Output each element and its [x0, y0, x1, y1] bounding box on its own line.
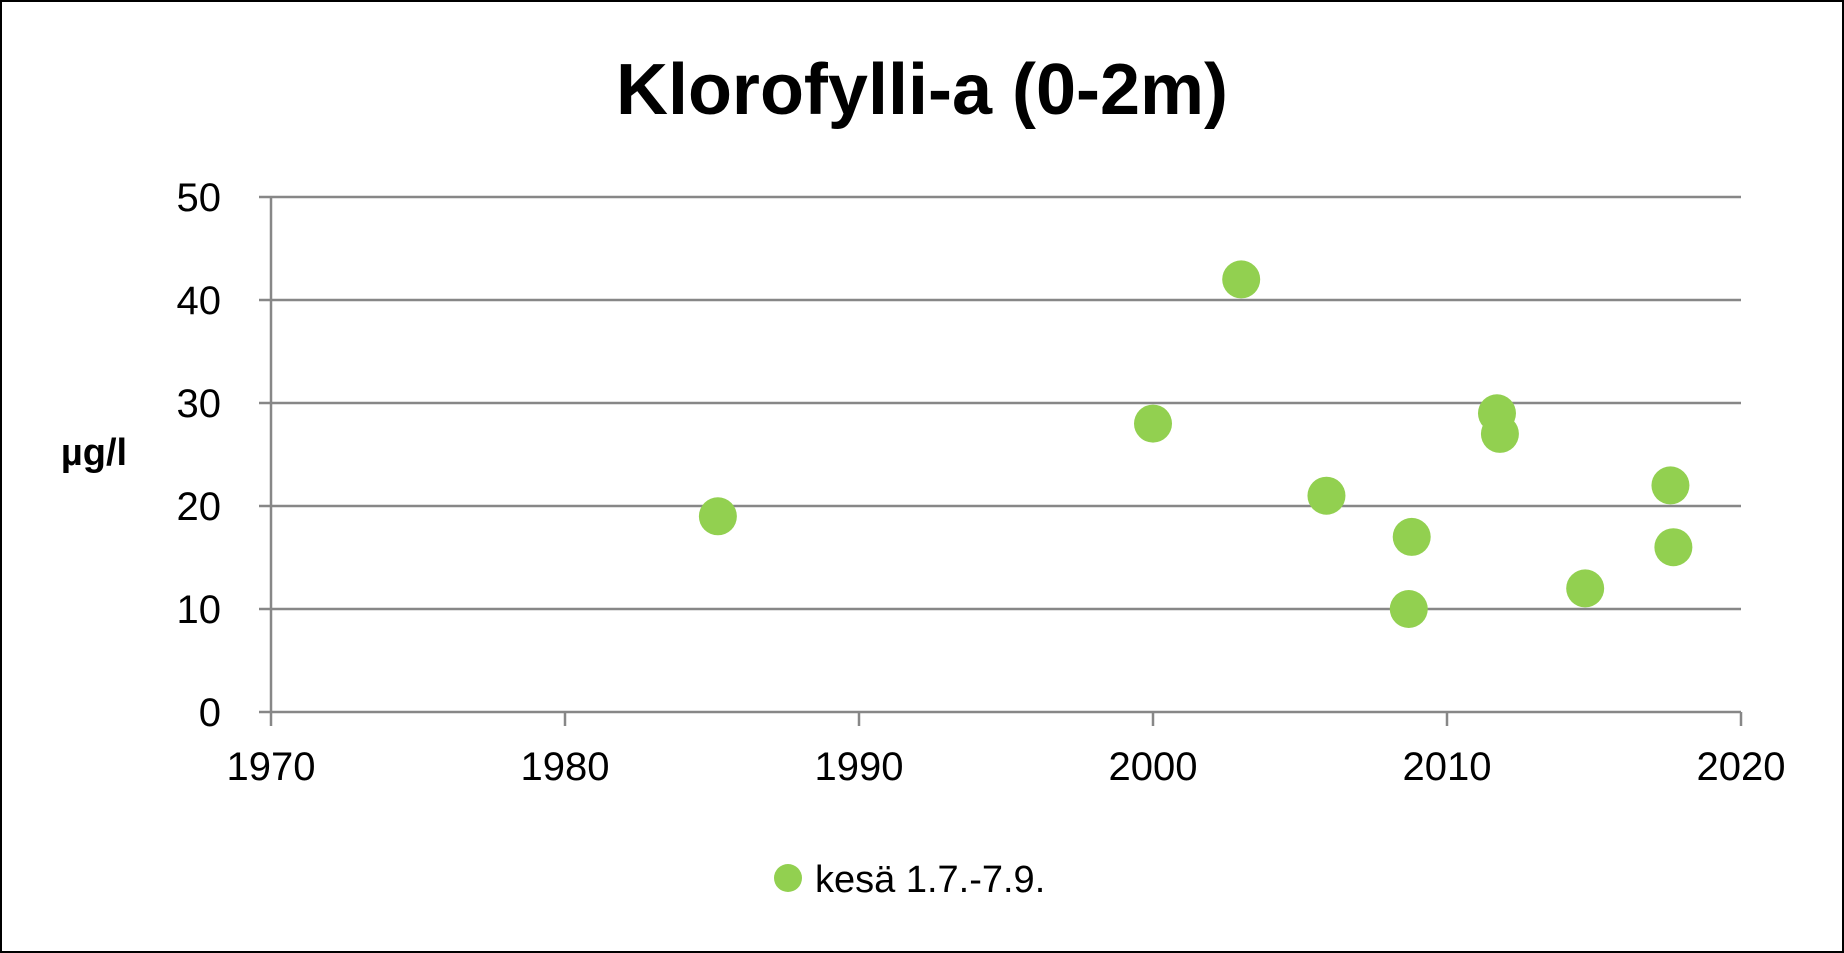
- x-tick-label-2000: 2000: [1109, 745, 1198, 789]
- gridlines: [271, 195, 1741, 611]
- data-point-0-9: [1651, 466, 1690, 505]
- data-point-0-1: [1134, 404, 1172, 443]
- x-tick-label-2020: 2020: [1697, 745, 1786, 789]
- y-tick-label-40: 40: [177, 279, 222, 323]
- data-point-0-2: [1222, 260, 1261, 299]
- y-tick-label-10: 10: [177, 588, 222, 632]
- data-point-0-8: [1566, 569, 1605, 608]
- data-point-0-5: [1389, 590, 1428, 628]
- x-tick-labels: 1970 1980 1990 2000 2010 2020: [227, 745, 1786, 789]
- chart-title: Klorofylli-a (0-2m): [616, 50, 1228, 130]
- x-tick-label-1990: 1990: [815, 745, 904, 789]
- y-tick-label-50: 50: [177, 176, 222, 220]
- data-point-0-4: [1392, 517, 1431, 556]
- data-point-0-10: [1654, 528, 1693, 567]
- data-points: [698, 260, 1693, 628]
- legend: kesä 1.7.-7.9.: [774, 859, 1045, 901]
- legend-label: kesä 1.7.-7.9.: [815, 859, 1045, 901]
- x-tick-label-1970: 1970: [227, 745, 316, 789]
- x-tick-label-2010: 2010: [1403, 745, 1492, 789]
- data-point-0-7: [1480, 414, 1519, 453]
- y-tick-label-30: 30: [177, 382, 222, 426]
- y-tick-labels: 0 10 20 30 40 50: [177, 176, 222, 735]
- data-point-0-3: [1307, 476, 1346, 515]
- y-tick-label-0: 0: [199, 691, 221, 735]
- legend-marker: [774, 864, 802, 892]
- axes: [259, 195, 1743, 726]
- data-point-0-0: [698, 497, 737, 536]
- y-tick-label-20: 20: [177, 485, 222, 529]
- y-axis-label: µg/l: [61, 432, 127, 474]
- x-tick-label-1980: 1980: [521, 745, 610, 789]
